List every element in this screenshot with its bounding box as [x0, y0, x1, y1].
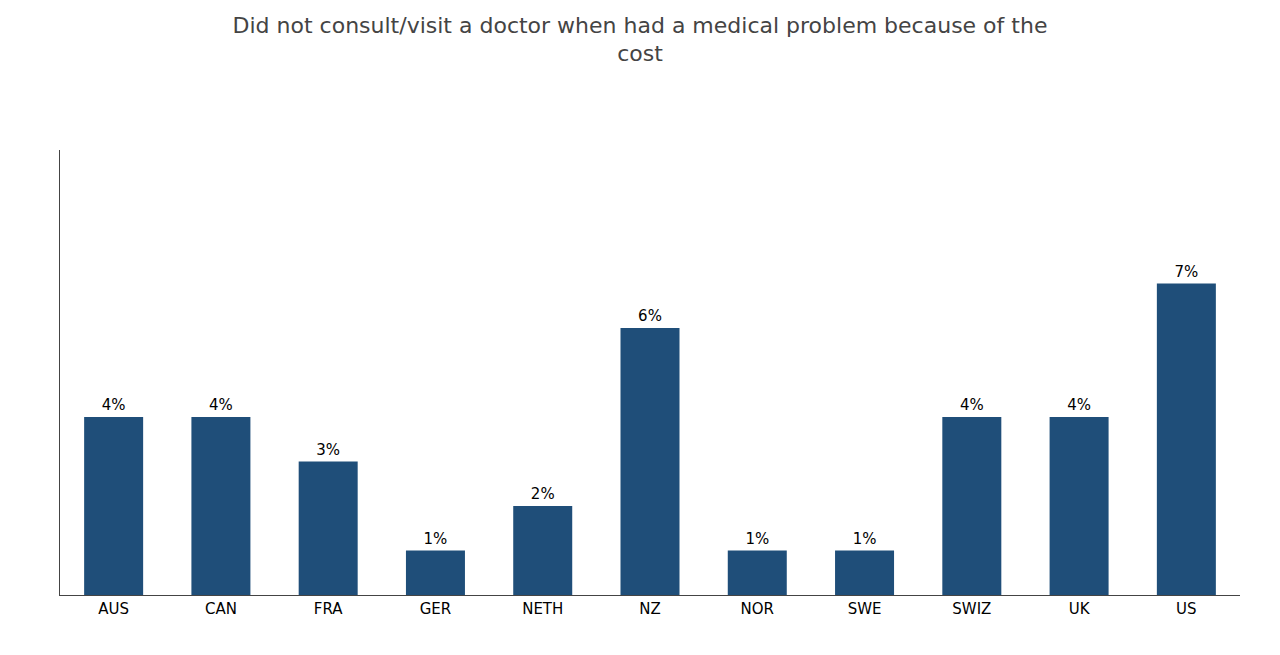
- svg-text:SWIZ: SWIZ: [952, 600, 991, 618]
- svg-text:4%: 4%: [1067, 396, 1091, 414]
- svg-text:NOR: NOR: [741, 600, 774, 618]
- svg-text:4%: 4%: [960, 396, 984, 414]
- svg-text:GER: GER: [420, 600, 452, 618]
- svg-text:4%: 4%: [102, 396, 126, 414]
- svg-text:US: US: [1176, 600, 1197, 618]
- svg-text:Did not consult/visit a doctor: Did not consult/visit a doctor when had …: [233, 13, 1048, 67]
- svg-text:4%: 4%: [209, 396, 233, 414]
- svg-text:AUS: AUS: [98, 600, 129, 618]
- svg-text:CAN: CAN: [205, 600, 237, 618]
- svg-text:1%: 1%: [424, 530, 448, 548]
- svg-text:2%: 2%: [531, 485, 555, 503]
- svg-text:3%: 3%: [316, 441, 340, 459]
- svg-text:SWE: SWE: [848, 600, 882, 618]
- svg-text:NETH: NETH: [522, 600, 563, 618]
- svg-text:6%: 6%: [638, 307, 662, 325]
- svg-text:7%: 7%: [1174, 263, 1198, 281]
- svg-text:FRA: FRA: [314, 600, 343, 618]
- svg-text:1%: 1%: [745, 530, 769, 548]
- svg-text:NZ: NZ: [639, 600, 661, 618]
- svg-text:UK: UK: [1069, 600, 1091, 618]
- svg-text:1%: 1%: [853, 530, 877, 548]
